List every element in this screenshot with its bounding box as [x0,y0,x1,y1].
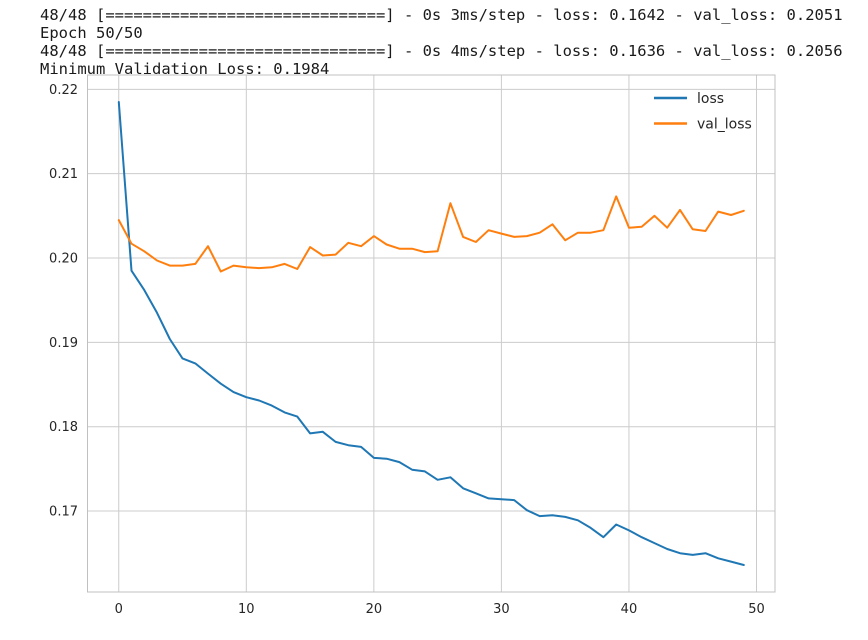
val-loss-line [117,195,745,273]
loss-line [117,101,745,566]
x-tick-label: 50 [748,602,765,617]
loss-chart-svg: 0 10 20 30 40 50 0.22 0.21 0.20 0.19 0.18 0.17 loss v… [49,74,776,617]
y-tick-label: 0.22 [49,83,78,98]
plot-border [87,74,776,593]
x-tick-label: 40 [621,602,638,617]
y-tick-label: 0.18 [49,420,78,435]
log-line-epoch49: 48/48 [==============================] -… [40,5,843,24]
console-log: 48/48 [==============================] -… [40,6,843,78]
x-tick-label: 20 [366,602,383,617]
y-tick-label: 0.20 [49,252,78,267]
loss-chart: 0 10 20 30 40 50 0.22 0.21 0.20 0.19 0.18 0.17 loss v… [0,61,868,636]
x-tick-label: 0 [115,602,123,617]
y-tick-label: 0.21 [49,167,78,182]
legend-val-loss-label: val_loss [697,117,752,133]
log-line-min-val-loss: Minimum Validation Loss: 0.1984 [40,59,330,78]
x-tick-label: 10 [238,602,255,617]
legend-loss-label: loss [697,91,724,107]
y-tick-label: 0.19 [49,336,78,351]
y-tick-label: 0.17 [49,505,78,520]
log-line-epoch50: 48/48 [==============================] -… [40,41,843,60]
x-tick-label: 30 [493,602,510,617]
log-line-epoch-header: Epoch 50/50 [40,23,143,42]
